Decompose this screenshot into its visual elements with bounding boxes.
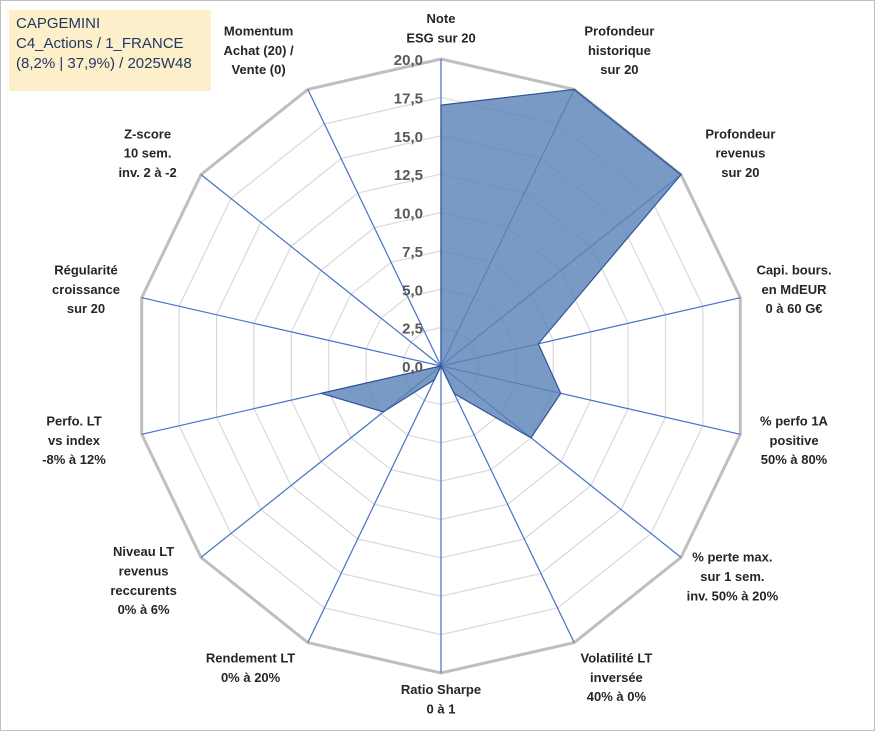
axis-label: Perfo. LT vs index -8% à 12% <box>42 413 106 467</box>
axis-label-line: Niveau LT <box>113 544 174 559</box>
axis-label-line: croissance <box>52 282 120 297</box>
axis-label-line: reccurents <box>110 583 176 598</box>
axis-label: Profondeur historique sur 20 <box>584 23 654 77</box>
axis-label-line: 0% à 20% <box>221 670 281 685</box>
axis-label-line: sur 20 <box>67 301 105 316</box>
axis-label: Volatilité LT inversée 40% à 0% <box>581 650 653 704</box>
series-layer <box>318 88 682 439</box>
axis-label-line: Perfo. LT <box>46 413 101 428</box>
tick-label: 2,5 <box>402 321 423 338</box>
axis-labels: Note ESG sur 20 Profondeur historique sur 20… <box>42 11 831 716</box>
tick-label: 15,0 <box>394 129 423 146</box>
axis-spoke <box>440 365 575 643</box>
axis-label: Momentum Achat (20) / Vente (0) <box>224 23 294 77</box>
axis-label-line: revenus <box>119 563 169 578</box>
axis-label-line: inversée <box>590 670 643 685</box>
axis-label-line: Rendement LT <box>206 650 295 665</box>
axis-label: Rendement LT 0% à 20% <box>206 650 295 684</box>
axis-label-line: 0% à 6% <box>118 602 170 617</box>
stats-line: (8,2% | 37,9%) / 2025W48 <box>16 55 192 72</box>
axis-label-line: sur 20 <box>721 165 759 180</box>
axis-label-line: 50% à 80% <box>761 452 828 467</box>
axis-label-line: en MdEUR <box>762 282 828 297</box>
axis-spoke <box>141 297 442 367</box>
axis-label-line: 0 à 1 <box>427 701 456 716</box>
tick-label: 17,5 <box>394 90 423 107</box>
axis-label: Capi. bours. en MdEUR 0 à 60 G€ <box>756 262 831 316</box>
portfolio-line: C4_Actions / 1_FRANCE <box>16 35 184 52</box>
tick-label: 12,5 <box>394 167 423 184</box>
axis-label-line: % perfo 1A <box>760 413 829 428</box>
axis-label-line: Ratio Sharpe <box>401 682 481 697</box>
axis-label-line: Capi. bours. <box>756 262 831 277</box>
axis-spoke <box>200 174 442 367</box>
tick-label: 5,0 <box>402 282 423 299</box>
axis-label-line: Vente (0) <box>232 62 286 77</box>
axis-label-line: % perte max. <box>692 550 772 565</box>
axis-label-line: sur 20 <box>600 62 638 77</box>
axis-label: Ratio Sharpe 0 à 1 <box>401 682 481 716</box>
axis-label-line: inv. 2 à -2 <box>118 165 176 180</box>
axis-label-line: 0 à 60 G€ <box>765 301 822 316</box>
axis-label: Niveau LT revenus reccurents 0% à 6% <box>110 544 176 617</box>
axis-label-line: ESG sur 20 <box>406 31 475 46</box>
axis-label-line: sur 1 sem. <box>700 569 764 584</box>
axis-spoke <box>307 365 442 643</box>
axis-label-line: Achat (20) / <box>224 43 294 58</box>
axis-label: Profondeur revenus sur 20 <box>705 126 775 180</box>
axis-label-line: 10 sem. <box>124 146 172 161</box>
axis-label-line: Profondeur <box>705 126 775 141</box>
axis-spoke <box>307 89 442 367</box>
axis-label-line: vs index <box>48 433 101 448</box>
axis-label: % perfo 1A positive 50% à 80% <box>760 413 829 467</box>
series-area <box>318 88 682 439</box>
tick-label: 20,0 <box>394 52 423 69</box>
axis-label-line: historique <box>588 43 651 58</box>
tick-label: 10,0 <box>394 206 423 223</box>
axis-label: Note ESG sur 20 <box>406 11 475 45</box>
radial-tick-labels: 0,0 2,5 5,0 7,5 10,0 12,5 15,0 17,5 20,0 <box>394 52 423 376</box>
axis-label-line: positive <box>769 433 818 448</box>
axis-label-line: Régularité <box>54 262 118 277</box>
axis-label-line: inv. 50% à 20% <box>687 588 779 603</box>
axis-label-line: Z-score <box>124 126 171 141</box>
axis-label: Régularité croissance sur 20 <box>52 262 120 316</box>
company-name: CAPGEMINI <box>16 15 101 32</box>
axis-label-line: Note <box>427 11 456 26</box>
axis-label: % perte max. sur 1 sem. inv. 50% à 20% <box>687 550 779 604</box>
info-box: CAPGEMINI C4_Actions / 1_FRANCE (8,2% | … <box>9 10 211 91</box>
axis-label-line: Profondeur <box>584 23 654 38</box>
axis-label: Z-score 10 sem. inv. 2 à -2 <box>118 126 176 180</box>
axis-label-line: Momentum <box>224 23 293 38</box>
tick-label: 0,0 <box>402 359 423 376</box>
axis-label-line: -8% à 12% <box>42 452 106 467</box>
axis-label-line: Volatilité LT <box>581 650 653 665</box>
tick-label: 7,5 <box>402 244 423 261</box>
axis-label-line: revenus <box>715 146 765 161</box>
axis-label-line: 40% à 0% <box>587 689 647 704</box>
